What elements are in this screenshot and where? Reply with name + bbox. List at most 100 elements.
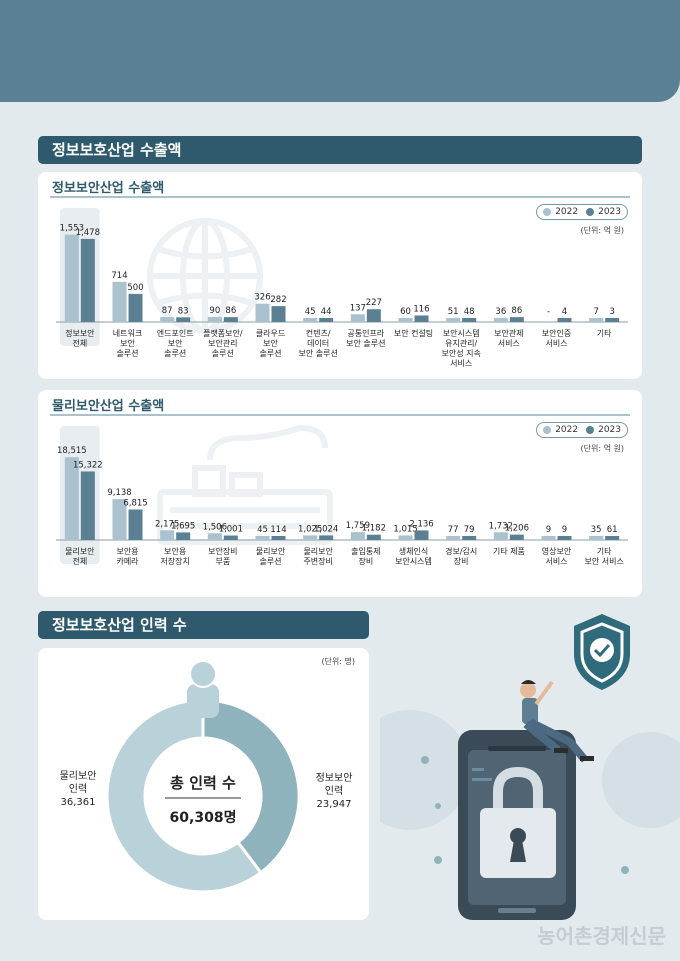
category-label-2: 보안용 저장장치 xyxy=(160,546,189,566)
bar-2023-2 xyxy=(176,317,191,322)
category-label-9: 기타 제품 xyxy=(493,547,525,556)
bar-2023-9 xyxy=(509,534,524,540)
data-label-2022-10: - xyxy=(547,307,550,317)
data-label-2022-0: 18,515 xyxy=(57,446,87,456)
category-label-1: 보안용 카메라 xyxy=(116,546,139,566)
bar-2023-4 xyxy=(271,536,286,540)
bar-2022-0 xyxy=(64,457,79,540)
bar-2023-4 xyxy=(271,306,286,322)
category-label-8: 경보/감시 장비 xyxy=(445,546,477,566)
bar-2022-6 xyxy=(350,314,365,322)
category-label-7: 보안 컨설팅 xyxy=(394,328,433,338)
bar-2022-3 xyxy=(207,533,222,540)
bar-2023-8 xyxy=(462,536,477,540)
info-workforce-label: 정보보안 인력 23,947 xyxy=(306,772,362,811)
legend-label-2023: 2023 xyxy=(598,207,621,217)
data-label-2022-3: 1,506 xyxy=(203,522,227,532)
data-label-2023-3: 1,001 xyxy=(219,525,243,535)
bar-2022-1 xyxy=(112,499,127,540)
category-label-6: 공통인프라 보안 솔루션 xyxy=(346,328,385,348)
data-label-2023-6: 227 xyxy=(366,298,382,308)
category-label-4: 클라우드 보안 솔루션 xyxy=(256,329,285,358)
watermark-logo: 농어촌경제신문 xyxy=(537,924,666,948)
category-label-7: 생체인식 보안시스템 xyxy=(395,546,432,566)
data-label-2023-10: 9 xyxy=(562,525,567,535)
category-label-8: 보안시스템 유지관리/보안성 지속 서비스 xyxy=(441,328,480,368)
bar-2023-5 xyxy=(319,318,334,322)
data-label-2022-5: 1,025 xyxy=(298,524,322,534)
decor-circle-left xyxy=(380,710,470,830)
bar-2023-6 xyxy=(366,534,381,540)
legend-swatch-2023 xyxy=(586,208,595,216)
bar-2022-1 xyxy=(112,281,127,322)
category-label-10: 영상보안 서비스 xyxy=(542,546,572,566)
category-label-10: 보안인증 서비스 xyxy=(542,328,571,348)
bar-2022-11 xyxy=(589,536,604,540)
donut-slice-0 xyxy=(201,698,301,875)
bar-2022-2 xyxy=(160,317,175,322)
chart2-title: 물리보안산업 수출액 xyxy=(52,399,165,414)
bar-2022-11 xyxy=(589,318,604,322)
decor-dot xyxy=(621,866,629,874)
bar-2022-9 xyxy=(493,532,508,540)
data-label-2023-9: 1,206 xyxy=(505,524,529,534)
data-label-2023-10: 4 xyxy=(562,307,567,317)
data-label-2023-11: 61 xyxy=(607,525,618,535)
bar-2023-8 xyxy=(462,318,477,322)
data-label-2023-5: 1,024 xyxy=(314,524,338,534)
bar-2022-3 xyxy=(207,316,222,322)
bar-2023-1 xyxy=(128,293,143,322)
data-label-2023-0: 15,322 xyxy=(73,460,103,470)
data-label-2023-8: 48 xyxy=(464,307,475,317)
decor-circle-right xyxy=(602,732,680,828)
chart1-legend: 2022 2023 xyxy=(536,204,628,220)
bar-2022-5 xyxy=(303,318,318,322)
chart2-legend: 2022 2023 xyxy=(536,422,628,438)
bar-2022-6 xyxy=(350,532,365,540)
chart2-divider xyxy=(50,414,630,416)
data-label-2022-8: 77 xyxy=(448,525,459,535)
shield-check-icon xyxy=(574,614,630,690)
legend-swatch-2022 xyxy=(543,426,552,434)
decor-dot xyxy=(434,856,442,864)
workforce-card: (단위: 명) 총 인력 수 60,308명 물리보안 인력 36,361 정보보… xyxy=(38,648,369,920)
bar-2023-5 xyxy=(319,535,334,540)
bar-2023-10 xyxy=(557,536,572,540)
legend-item-2022: 2022 xyxy=(543,205,578,219)
data-label-2022-6: 1,759 xyxy=(346,521,370,531)
workforce-donut-chart: 총 인력 수 60,308명 xyxy=(105,660,301,894)
factory-icon xyxy=(157,424,333,545)
bar-2023-0 xyxy=(80,471,95,540)
category-label-1: 네트워크 보안 솔루션 xyxy=(113,329,142,358)
legend-item-2022: 2022 xyxy=(543,423,578,437)
bar-2022-7 xyxy=(398,535,413,540)
category-label-0: 물리보안 전체 xyxy=(65,546,95,566)
donut-slice-1 xyxy=(105,698,263,894)
padlock-icon xyxy=(480,766,556,878)
bar-2023-1 xyxy=(128,509,143,540)
data-label-2023-2: 1,695 xyxy=(171,521,195,531)
data-label-2022-1: 714 xyxy=(111,271,127,281)
data-label-2022-11: 7 xyxy=(593,307,598,317)
data-label-2022-9: 36 xyxy=(495,307,506,317)
data-label-2022-11: 35 xyxy=(591,525,602,535)
data-label-2023-5: 44 xyxy=(321,307,332,317)
bar-2023-7 xyxy=(414,315,429,322)
legend-label-2022: 2022 xyxy=(555,207,579,217)
bar-2023-9 xyxy=(509,317,524,322)
person-figure xyxy=(520,680,594,763)
data-label-2023-4: 282 xyxy=(270,295,286,305)
chart1-title: 정보보안산업 수출액 xyxy=(52,181,165,196)
category-label-3: 플랫폼보안/보안관리 솔루션 xyxy=(203,328,243,358)
bar-2023-3 xyxy=(223,535,238,540)
physical-security-export-card: 물리보안산업 수출액 2022 2023 (단위: 억 원) 18,515 15,… xyxy=(38,390,642,597)
bar-2022-4 xyxy=(255,303,270,322)
data-label-2022-10: 9 xyxy=(546,525,551,535)
data-label-2023-6: 1,182 xyxy=(362,524,386,534)
physical-workforce-name: 물리보안 인력 xyxy=(59,771,97,795)
data-label-2022-7: 60 xyxy=(400,307,411,317)
donut-center-title: 총 인력 수 xyxy=(170,774,236,792)
bar-2023-3 xyxy=(223,317,238,322)
bar-2022-8 xyxy=(446,318,461,322)
